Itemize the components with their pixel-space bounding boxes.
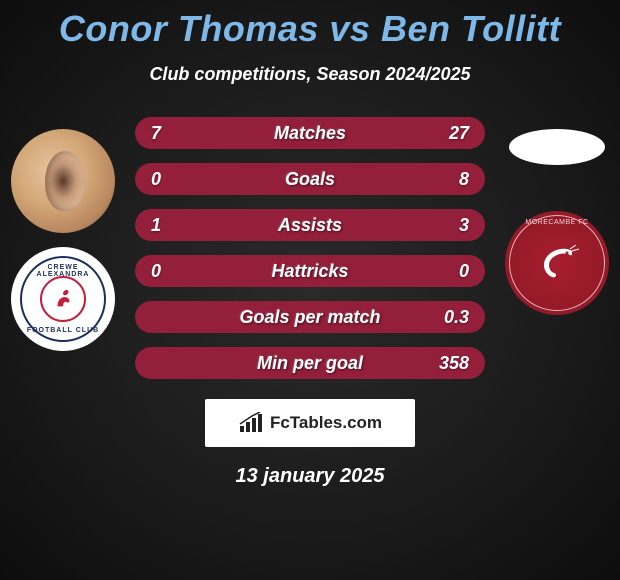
club-left-ring: CREWE ALEXANDRA FOOTBALL CLUB xyxy=(20,256,106,342)
club-right-ring-text: MORECAMBE FC xyxy=(505,219,609,226)
stat-bar-hattricks: 0 Hattricks 0 xyxy=(135,255,485,287)
branding-text: FcTables.com xyxy=(270,413,382,433)
stat-right-value: 0 xyxy=(439,261,469,282)
stat-label: Goals per match xyxy=(135,307,485,328)
stat-label: Min per goal xyxy=(135,353,485,374)
chart-icon xyxy=(238,412,264,434)
stat-left-value: 0 xyxy=(151,261,181,282)
branding-badge[interactable]: FcTables.com xyxy=(205,399,415,447)
stat-label: Goals xyxy=(135,169,485,190)
stat-bar-assists: 1 Assists 3 xyxy=(135,209,485,241)
stat-left-value: 0 xyxy=(151,169,181,190)
page-title: Conor Thomas vs Ben Tollitt xyxy=(0,0,620,50)
stat-bar-goals-per-match: Goals per match 0.3 xyxy=(135,301,485,333)
club-left-badge: CREWE ALEXANDRA FOOTBALL CLUB xyxy=(11,247,115,351)
player-right-avatar-placeholder xyxy=(509,129,605,165)
date-text: 13 january 2025 xyxy=(0,465,620,488)
stat-right-value: 358 xyxy=(439,353,469,374)
club-left-crest-icon xyxy=(40,276,86,322)
club-left-ring-top-text: CREWE ALEXANDRA xyxy=(22,264,104,278)
stat-label: Matches xyxy=(135,123,485,144)
shrimp-icon xyxy=(532,243,582,283)
stat-label: Hattricks xyxy=(135,261,485,282)
player-left-column: CREWE ALEXANDRA FOOTBALL CLUB xyxy=(8,129,118,351)
stat-right-value: 0.3 xyxy=(439,307,469,328)
stat-right-value: 3 xyxy=(439,215,469,236)
stat-left-value: 7 xyxy=(151,123,181,144)
player-right-column: MORECAMBE FC xyxy=(502,129,612,315)
ear-graphic xyxy=(45,151,85,211)
stat-label: Assists xyxy=(135,215,485,236)
stat-left-value: 1 xyxy=(151,215,181,236)
stat-bars: 7 Matches 27 0 Goals 8 1 Assists 3 0 Hat… xyxy=(135,117,485,393)
stat-bar-min-per-goal: Min per goal 358 xyxy=(135,347,485,379)
stat-bar-goals: 0 Goals 8 xyxy=(135,163,485,195)
club-left-ring-bottom-text: FOOTBALL CLUB xyxy=(22,327,104,334)
comparison-content: CREWE ALEXANDRA FOOTBALL CLUB MORECAMBE … xyxy=(0,117,620,387)
player-left-avatar xyxy=(11,129,115,233)
stat-bar-matches: 7 Matches 27 xyxy=(135,117,485,149)
page-subtitle: Club competitions, Season 2024/2025 xyxy=(0,64,620,85)
stat-right-value: 27 xyxy=(439,123,469,144)
club-right-badge: MORECAMBE FC xyxy=(505,211,609,315)
stat-right-value: 8 xyxy=(439,169,469,190)
